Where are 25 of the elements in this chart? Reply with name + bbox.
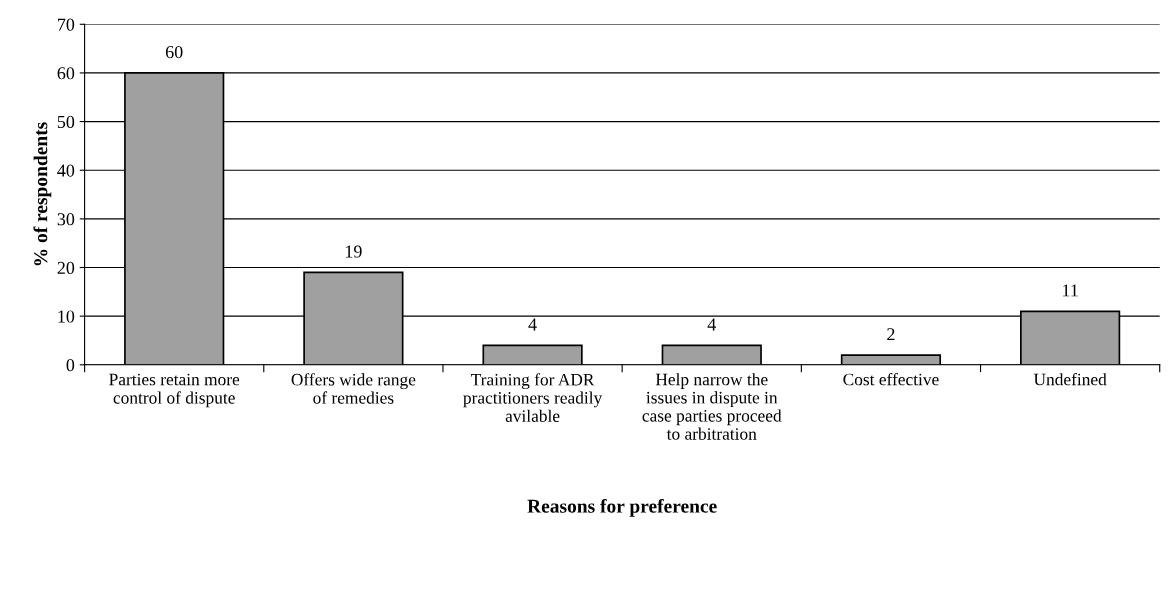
data-label: 4	[707, 318, 716, 331]
data-label: 2	[887, 328, 895, 341]
bar	[482, 344, 583, 365]
y-tick-label: 50	[57, 115, 75, 129]
x-axis-title: Reasons for preference	[527, 498, 717, 517]
y-tick-label: 70	[58, 18, 75, 31]
x-tick-label: Undefined	[1033, 372, 1107, 386]
data-label: 19	[345, 245, 362, 258]
x-tick-label: Help narrow the issues in dispute in case parties proceed to arbitration	[642, 373, 782, 440]
data-label: 60	[165, 45, 183, 59]
y-tick-label: 20	[57, 261, 75, 274]
bar	[840, 354, 942, 365]
bar	[661, 344, 762, 365]
y-tick-label: 30	[57, 213, 75, 226]
y-axis-title: % of respondents	[33, 122, 52, 266]
x-tick-label: Offers wide range of remedies	[291, 373, 416, 404]
data-label: 11	[1063, 284, 1078, 297]
y-tick-label: 60	[57, 67, 75, 80]
x-tick-label: Training for ADR practitioners readily avilable	[463, 373, 603, 422]
y-tick-label: 40	[57, 164, 75, 177]
y-tick-label: 0	[66, 359, 75, 372]
x-tick-label: Cost effective	[843, 372, 939, 386]
y-tick-label: 10	[58, 310, 75, 323]
x-tick-label: Parties retain more control of dispute	[109, 373, 240, 408]
data-label: 4	[528, 318, 537, 331]
